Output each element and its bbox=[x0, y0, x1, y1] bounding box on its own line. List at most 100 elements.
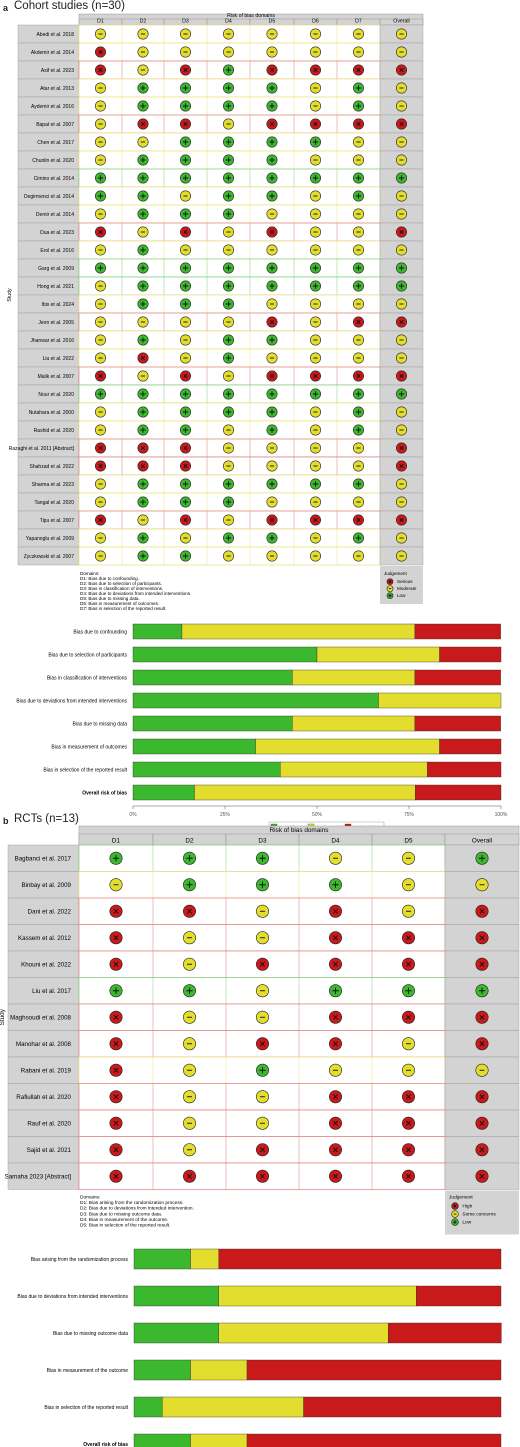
rct-judgement-high-cross-icon bbox=[406, 1094, 411, 1100]
cohort-study-name: Chen et al. 2017 bbox=[37, 140, 74, 146]
cohort-judgement-high-cross-icon bbox=[356, 121, 361, 127]
cohort-judgement-low-plus-icon bbox=[355, 391, 362, 397]
rct-judgement-high-cross-icon bbox=[113, 935, 119, 941]
cohort-judgement-low-plus-icon bbox=[182, 211, 189, 217]
rct-judgement-high-cross-icon bbox=[406, 1014, 411, 1020]
cohort-judgement-high-cross-icon bbox=[356, 67, 361, 73]
cohort-judgement-low-plus-icon bbox=[312, 481, 319, 487]
rct-judgement-high-cross-icon bbox=[479, 1094, 485, 1100]
rct-judgement-high-cross-icon bbox=[113, 1067, 119, 1073]
cohort-domain-desc: D3: Bias in classification of interventi… bbox=[80, 586, 163, 591]
cohort-judgement-high-cross-icon bbox=[98, 49, 103, 55]
cohort-col-d3: D3 bbox=[182, 19, 189, 25]
cohort-judgement-low-plus-icon bbox=[312, 283, 319, 289]
cohort-judgement-low-plus-icon bbox=[269, 337, 275, 343]
cohort-bar-high bbox=[439, 646, 502, 663]
cohort-bar-low bbox=[132, 761, 281, 778]
rct-domain-desc: D1: Bias arising from the randomization … bbox=[80, 1200, 183, 1206]
rct-domain-desc: D2: Bias due to deviations from intended… bbox=[80, 1206, 194, 1212]
cohort-tick-label: 0% bbox=[129, 812, 137, 818]
rct-judgement-high-cross-icon bbox=[113, 1147, 119, 1153]
rct-bar-low bbox=[133, 1322, 219, 1344]
cohort-judgement-low-plus-icon bbox=[269, 409, 275, 415]
rct-judgement-high-cross-icon bbox=[479, 908, 485, 914]
cohort-study-name: Liu et al. 2022 bbox=[43, 356, 75, 362]
rct-domain-desc: D3: Bias due to missing outcome data. bbox=[80, 1211, 162, 1217]
cohort-judgement-low-plus-icon bbox=[140, 553, 146, 559]
cohort-judgement-title: Judgement bbox=[384, 571, 407, 576]
rct-col-d4: D4 bbox=[331, 838, 340, 845]
cohort-judgement-low-plus-icon bbox=[355, 265, 362, 271]
cohort-judgement-low-plus-icon bbox=[398, 391, 405, 397]
cohort-legend-symbol-cross-icon bbox=[388, 580, 392, 583]
rct-study-cell bbox=[7, 1109, 80, 1137]
cohort-domains-title: Domains: bbox=[80, 571, 99, 576]
rct-bar-low bbox=[133, 1248, 191, 1270]
rct-bar-moderate bbox=[162, 1396, 304, 1418]
cohort-bar-moderate bbox=[181, 623, 416, 640]
cohort-study-name: Tipu et al. 2007 bbox=[40, 518, 75, 524]
cohort-judgement-low-plus-icon bbox=[225, 157, 232, 163]
rct-judgement-high-cross-icon bbox=[406, 1147, 411, 1153]
cohort-judgement-low-plus-icon bbox=[398, 283, 405, 289]
rct-judgement-low-plus-icon bbox=[259, 881, 266, 888]
cohort-study-name: Asif et al. 2023 bbox=[41, 68, 74, 74]
cohort-col-d6: D6 bbox=[312, 19, 319, 25]
cohort-judgement-high-cross-icon bbox=[269, 229, 275, 235]
cohort-judgement-low-plus-icon bbox=[182, 283, 189, 289]
rct-judgement-low-plus-icon bbox=[478, 855, 486, 862]
cohort-judgement-low-plus-icon bbox=[269, 265, 275, 271]
rct-domain-desc: D5: Bias in selection of the reported re… bbox=[80, 1223, 170, 1229]
cohort-study-name: Aydemir et al. 2016 bbox=[31, 104, 74, 110]
cohort-bar-low bbox=[132, 692, 379, 709]
cohort-judgement-low-plus-icon bbox=[355, 427, 362, 433]
cohort-judgement-low-plus-icon bbox=[269, 283, 275, 289]
cohort-judgement-low-plus-icon bbox=[225, 337, 232, 343]
cohort-judgement-low-plus-icon bbox=[140, 535, 146, 541]
rct-legend-label: Some concerns bbox=[462, 1212, 496, 1218]
rct-summary-plot: Bias arising from the randomization proc… bbox=[17, 1248, 502, 1447]
rct-judgement-low-plus-icon bbox=[186, 881, 193, 888]
rct-bar-moderate bbox=[190, 1248, 219, 1270]
rct-judgement-high-cross-icon bbox=[260, 1147, 265, 1153]
cohort-judgement-high-cross-icon bbox=[98, 463, 103, 469]
rct-category-label: Bias arising from the randomization proc… bbox=[31, 1257, 129, 1263]
cohort-judgement-low-plus-icon bbox=[140, 193, 146, 199]
rct-judgement-high-cross-icon bbox=[406, 935, 411, 941]
cohort-judgement-high-cross-icon bbox=[313, 67, 318, 73]
cohort-study-name: Shahzad et al. 2022 bbox=[30, 464, 75, 470]
rct-judgement-high-cross-icon bbox=[333, 1014, 338, 1020]
rct-category-label: Overall risk of bias bbox=[83, 1442, 128, 1447]
cohort-judgement-high-cross-icon bbox=[399, 445, 404, 451]
cohort-judgement-high-cross-icon bbox=[399, 517, 404, 523]
cohort-judgement-low-plus-icon bbox=[225, 391, 232, 397]
panel-a-title: Cohort studies (n=30) bbox=[14, 0, 125, 12]
rct-study-name: Rabani et al. 2019 bbox=[21, 1067, 72, 1074]
rct-overall-cell bbox=[444, 977, 520, 1005]
cohort-legend-symbol-plus-icon bbox=[388, 594, 392, 598]
rct-judgement-high-cross-icon bbox=[333, 935, 338, 941]
rct-study-cell bbox=[7, 1083, 80, 1111]
cohort-study-name: Rashid et al. 2020 bbox=[34, 428, 75, 434]
rct-category-label: Bias in selection of the reported result bbox=[44, 1405, 128, 1411]
rct-bar-moderate bbox=[190, 1433, 248, 1447]
cohort-tick-label: 50% bbox=[312, 812, 323, 818]
rct-legend-label: Low bbox=[462, 1220, 471, 1226]
panel-b-title: RCTs (n=13) bbox=[14, 813, 79, 825]
rct-judgement-high-cross-icon bbox=[113, 1173, 119, 1179]
cohort-judgement-low-plus-icon bbox=[355, 481, 362, 487]
cohort-category-label: Bias due to confounding bbox=[73, 629, 127, 635]
rct-judgement-high-cross-icon bbox=[333, 1041, 338, 1047]
cohort-judgement-low-plus-icon bbox=[355, 535, 362, 541]
cohort-judgement-low-plus-icon bbox=[355, 193, 362, 199]
cohort-judgement-high-cross-icon bbox=[98, 373, 103, 379]
cohort-judgement-low-plus-icon bbox=[225, 409, 232, 415]
cohort-judgement-low-plus-icon bbox=[140, 337, 146, 343]
cohort-judgement-low-plus-icon bbox=[140, 103, 146, 109]
rct-study-name: Bagbanci et al. 2017 bbox=[15, 855, 72, 862]
cohort-judgement-low-plus-icon bbox=[225, 265, 232, 271]
cohort-judgement-high-cross-icon bbox=[140, 355, 146, 361]
cohort-col-d2: D2 bbox=[140, 19, 147, 25]
rct-bar-high bbox=[303, 1396, 502, 1418]
